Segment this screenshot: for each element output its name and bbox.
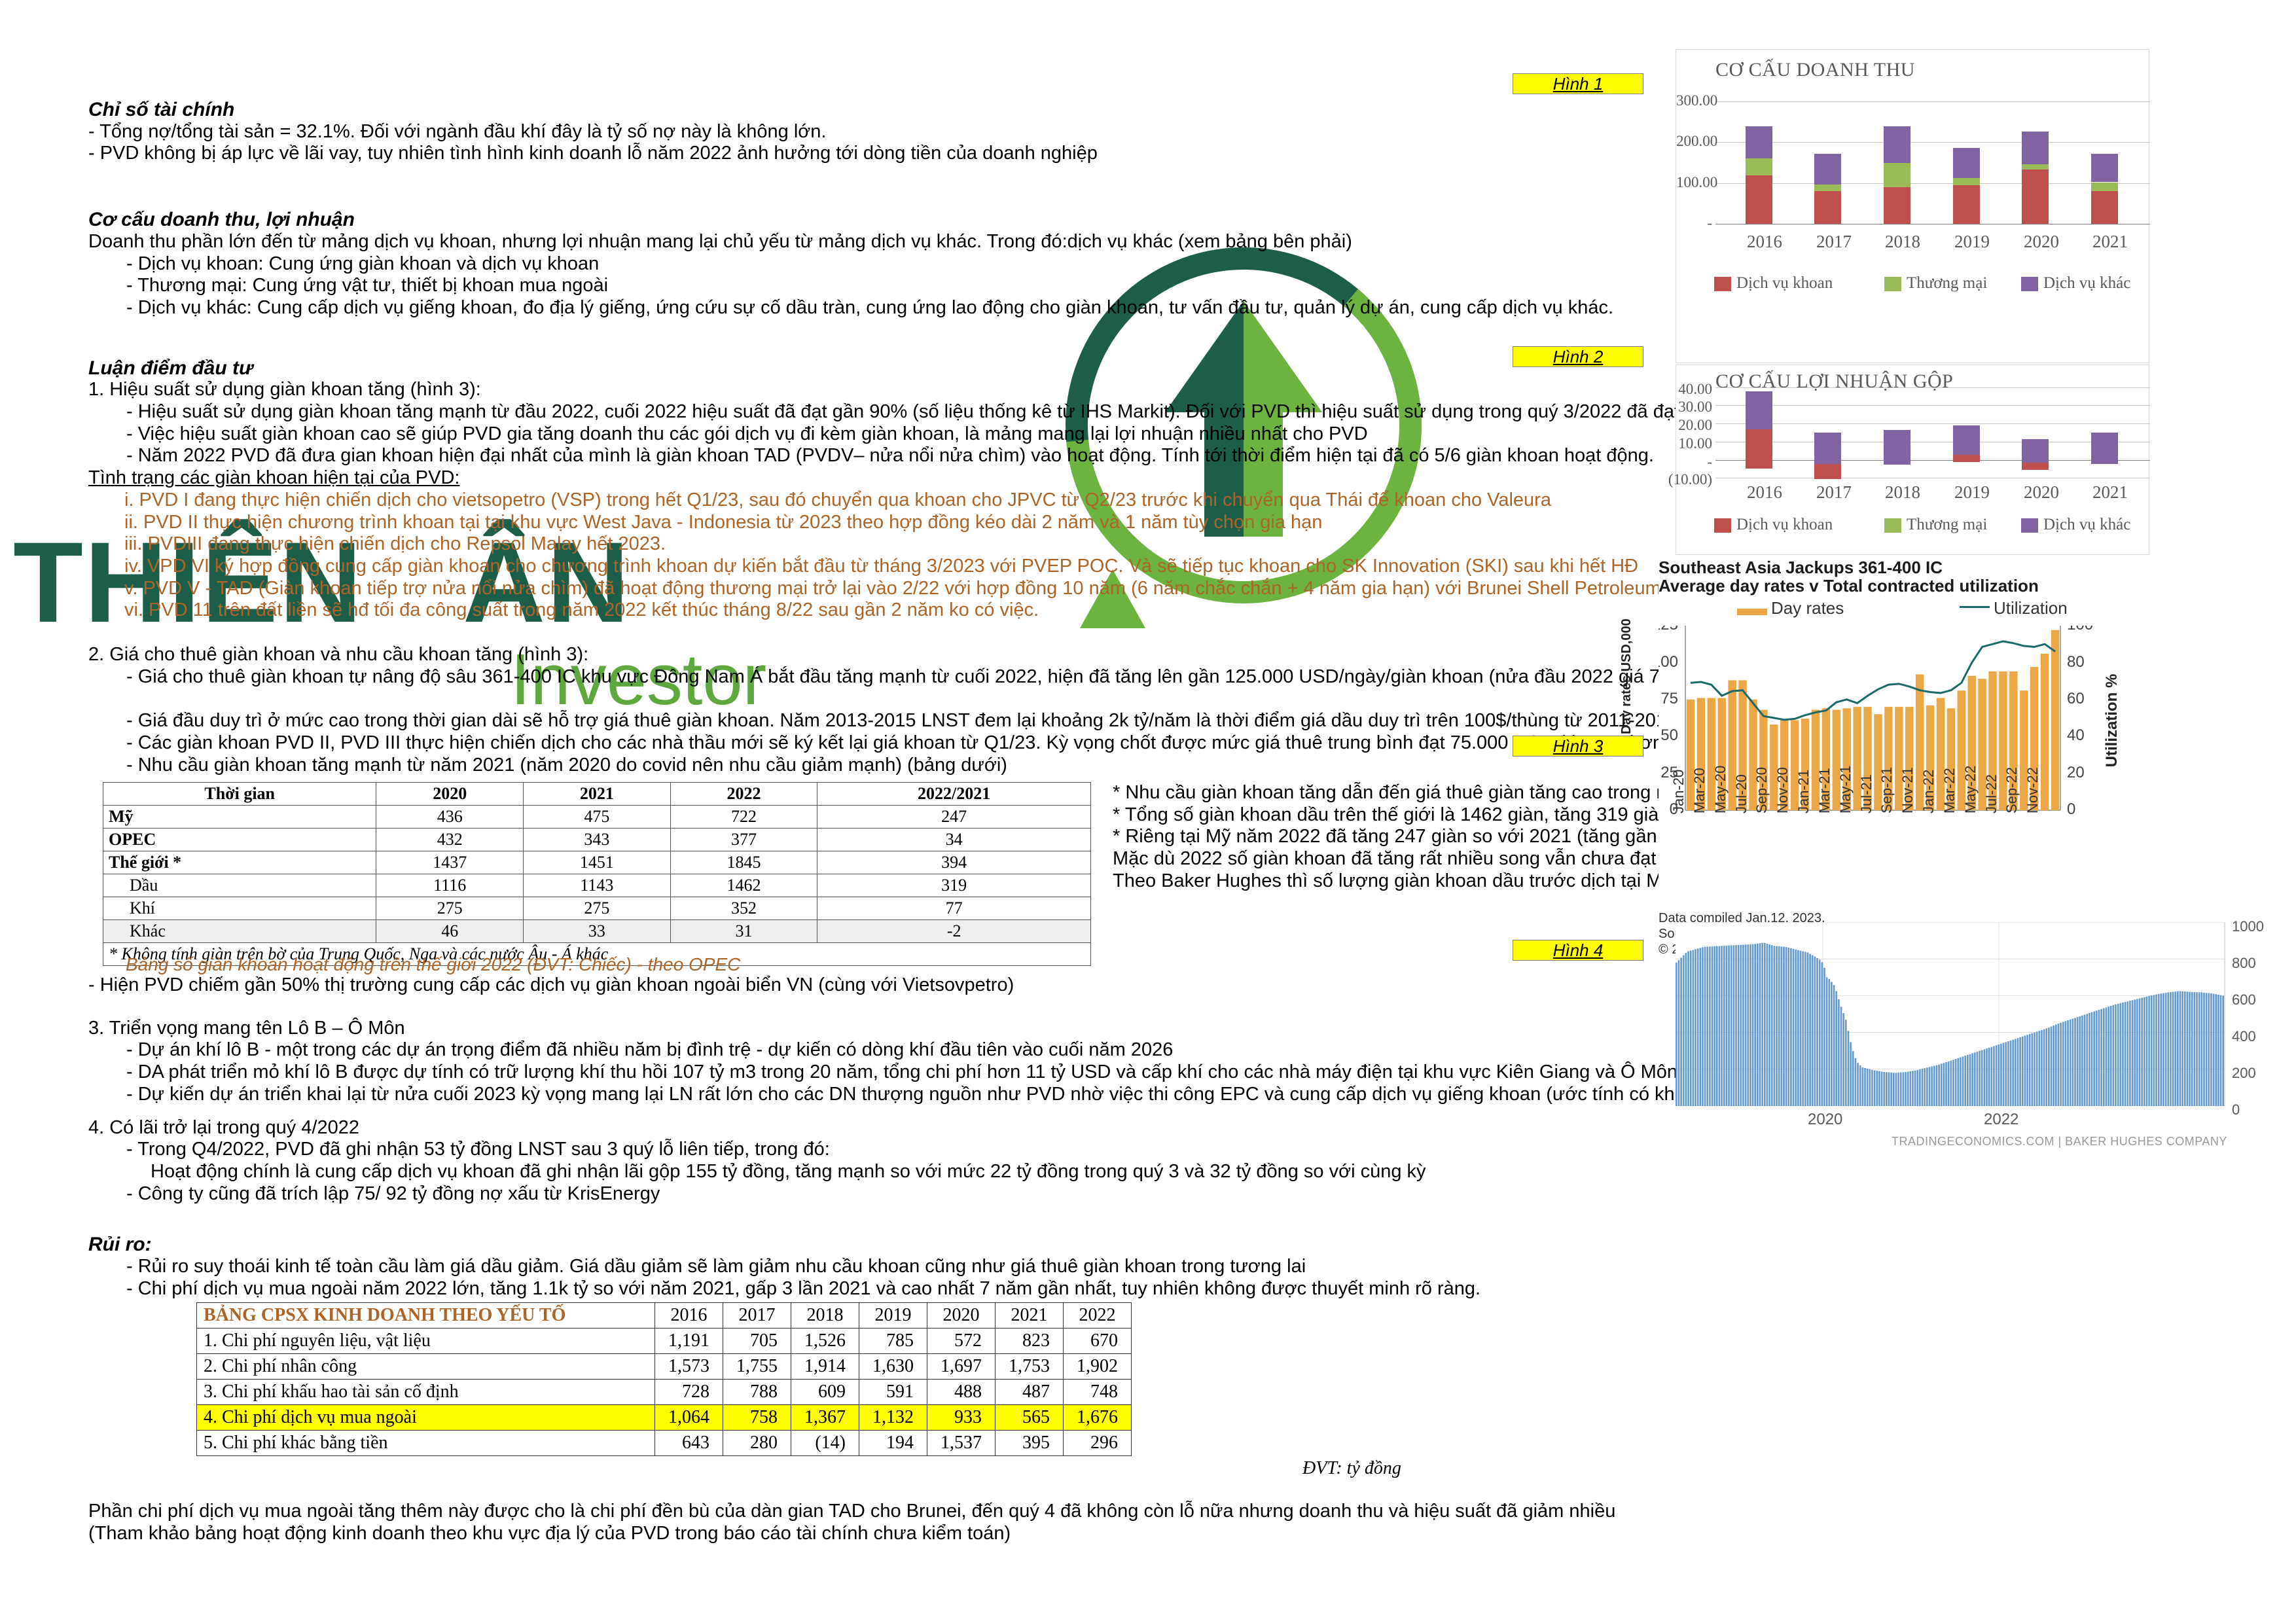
svg-text:50: 50 [1660,726,1678,744]
svg-text:80: 80 [2067,653,2085,671]
svg-text:100: 100 [2067,626,2093,633]
svg-text:Utilization %: Utilization % [2103,674,2121,768]
svg-text:60: 60 [2067,690,2085,707]
svg-text:20: 20 [2067,764,2085,781]
svg-text:75: 75 [1660,690,1678,707]
svg-text:100: 100 [1659,653,1678,671]
svg-text:125: 125 [1659,626,1678,633]
svg-text:40: 40 [2067,726,2085,744]
